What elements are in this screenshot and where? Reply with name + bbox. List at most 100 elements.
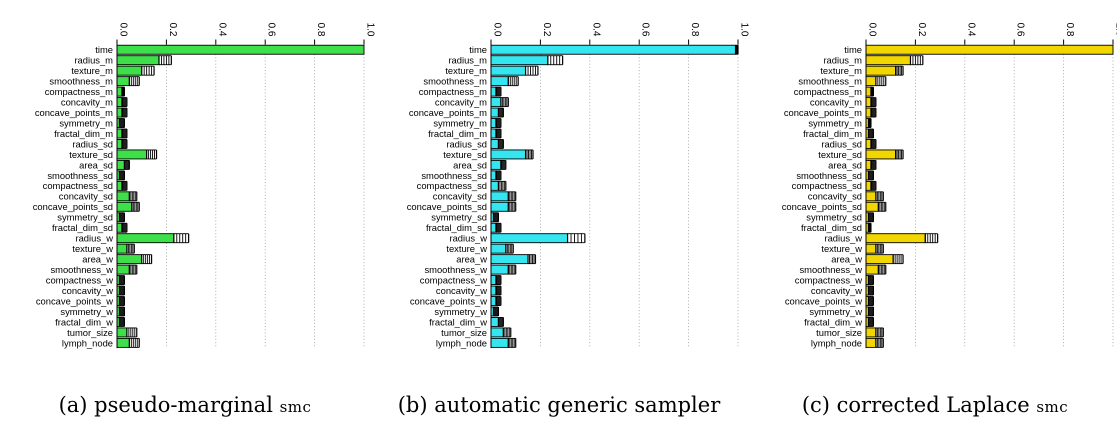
bar-area_w: [116, 254, 143, 265]
bar-radius_sd: [865, 139, 872, 149]
bar-texture_sd: [490, 149, 527, 160]
category-label: area_w: [831, 254, 862, 265]
category-label: symmetry_w: [60, 306, 113, 317]
category-label: concave_points_m: [409, 107, 487, 118]
x-tick-label: 1.0: [365, 23, 376, 37]
category-label: symmetry_sd: [57, 212, 113, 223]
bar-area_w: [865, 254, 894, 265]
category-label: time: [469, 44, 487, 55]
x-tick-label: 0.4: [965, 23, 976, 37]
category-label: compactness_m: [794, 86, 862, 97]
bar-compactness_w: [490, 275, 497, 286]
category-label: concavity_sd: [433, 191, 487, 202]
bar-texture_m: [865, 65, 897, 76]
category-label: concave_points_w: [36, 295, 113, 306]
bar-concave_points_w: [490, 296, 497, 306]
category-label: smoothness_sd: [796, 170, 862, 181]
category-label: fractal_dim_m: [54, 128, 113, 139]
x-tick-label: 0.6: [266, 23, 277, 37]
category-label: radius_m: [823, 55, 862, 66]
chart-panel-1: 0.0 0.2 0.4 0.6 0.8 1.0 timeradius_mtexture_ms…: [33, 23, 376, 417]
x-tick-label: 0.6: [640, 23, 651, 37]
chart-panel-2: 0.0 0.2 0.4 0.6 0.8 1.0 timeradius_mtexture_ms…: [398, 23, 750, 417]
bar-concave_points_sd: [865, 201, 879, 212]
category-label: concave_points_sd: [33, 201, 113, 212]
category-label: concave_points_sd: [407, 201, 487, 212]
bar-smoothness_sd: [490, 170, 497, 181]
category-label: fractal_dim_w: [804, 316, 862, 327]
x-tick-label: 0.6: [1015, 23, 1026, 37]
category-label: area_sd: [79, 159, 113, 170]
x-tick-label: 0.8: [1064, 23, 1075, 37]
bar-concave_points_sd: [490, 201, 509, 212]
bar-texture_m: [116, 65, 143, 76]
bar-concave_points_sd: [116, 201, 133, 212]
bar-tumor_size: [865, 327, 877, 338]
category-label: smoothness_w: [424, 264, 487, 275]
bar-compactness_m: [116, 86, 123, 97]
x-tick-label: 0.2: [916, 23, 927, 37]
bar-time: [116, 44, 365, 55]
panel-caption: (b) automatic generic sampler: [398, 393, 721, 417]
bar-fractal_dim_m: [490, 128, 497, 139]
bar-tumor_size: [490, 327, 504, 338]
category-label: compactness_sd: [417, 180, 487, 191]
bar-concavity_w: [490, 285, 497, 296]
category-label: smoothness_sd: [47, 170, 113, 181]
category-label: compactness_m: [419, 86, 487, 97]
category-label: concavity_m: [61, 96, 113, 107]
bar-concave_points_m: [865, 107, 872, 118]
category-label: radius_w: [449, 233, 487, 244]
x-tick-label: 0.0: [118, 23, 129, 37]
bar-smoothness_m: [865, 76, 877, 87]
bar-tumor_size: [116, 327, 128, 338]
category-label: radius_sd: [446, 138, 487, 149]
bar-fractal_dim_sd: [490, 222, 497, 233]
bar-lymph_node: [116, 337, 130, 348]
bar-compactness_sd: [116, 180, 123, 191]
category-label: time: [95, 44, 113, 55]
category-label: compactness_sd: [43, 180, 113, 191]
bar-time: [490, 44, 736, 55]
bar-fractal_dim_w: [490, 317, 499, 327]
bar-compactness_m: [865, 86, 872, 97]
panel-caption: (a) pseudo-marginal smc: [59, 393, 312, 417]
category-label: compactness_m: [45, 86, 113, 97]
category-label: smoothness_m: [49, 76, 113, 87]
category-label: concave_points_m: [784, 107, 862, 118]
bar-texture_w: [490, 243, 507, 254]
bar-radius_m: [116, 55, 160, 66]
bar-smoothness_w: [490, 264, 509, 275]
bar-concave_points_m: [490, 107, 499, 118]
bar-radius_m: [490, 55, 549, 66]
bar-concavity_sd: [116, 191, 130, 202]
bar-radius_w: [116, 233, 175, 244]
category-label: fractal_dim_sd: [52, 222, 113, 233]
category-label: concavity_sd: [59, 191, 113, 202]
category-label: compactness_w: [420, 274, 487, 285]
chart-panel-3: 0.0 0.2 0.4 0.6 0.8 1.0 timeradius_mtexture_ms…: [782, 23, 1117, 417]
bar-area_sd: [865, 159, 872, 170]
x-tick-label: 0.8: [689, 23, 700, 37]
category-label: smoothness_m: [423, 76, 487, 87]
category-label: radius_w: [75, 233, 113, 244]
bar-area_w: [490, 254, 529, 265]
x-tick-label: 0.4: [216, 23, 227, 37]
category-label: area_w: [82, 254, 113, 265]
x-tick-label: 0.4: [590, 23, 601, 37]
category-label: fractal_dim_w: [55, 316, 113, 327]
category-label: fractal_dim_sd: [801, 222, 862, 233]
x-tick-label: 0.0: [492, 23, 503, 37]
x-tick-label: 1.0: [1114, 23, 1117, 37]
category-label: area_sd: [453, 159, 487, 170]
bar-smoothness_m: [116, 76, 130, 87]
category-label: tumor_size: [441, 327, 487, 338]
category-label: tumor_size: [67, 327, 113, 338]
category-label: symmetry_m: [808, 117, 862, 128]
category-label: symmetry_m: [59, 117, 113, 128]
bar-compactness_m: [490, 86, 497, 97]
category-label: concave_points_w: [410, 295, 487, 306]
bar-radius_sd: [490, 139, 499, 149]
x-tick-label: 1.0: [739, 23, 750, 37]
category-label: fractal_dim_sd: [426, 222, 487, 233]
